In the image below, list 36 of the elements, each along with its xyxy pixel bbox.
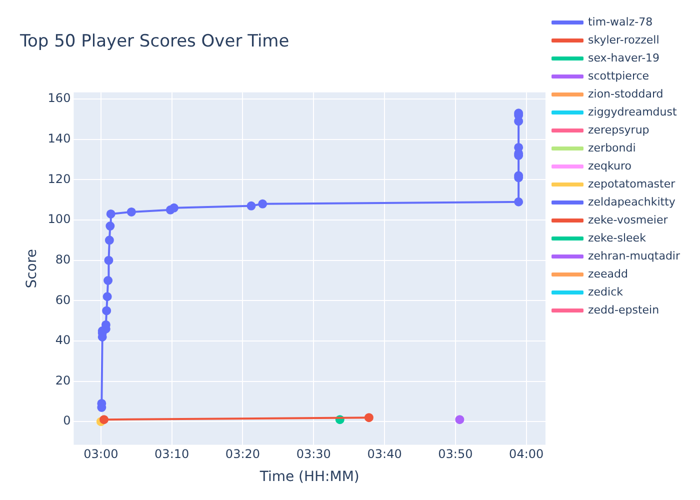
y-tick-label: 0 [63,414,71,428]
legend-label: zeke-vosmeier [588,213,668,226]
y-tick-label: 140 [48,132,71,146]
legend-label: zeeadd [588,267,628,280]
y-tick-label: 20 [55,373,71,388]
y-tick-label: 120 [48,172,71,186]
legend-label: zedick [588,285,624,298]
legend-label: zedd-epstein [588,303,660,316]
x-tick-label: 04:00 [509,447,544,462]
x-axis-title: Time (HH:MM) [258,469,360,486]
x-tick-label: 03:50 [438,447,473,462]
x-tick-label: 03:40 [367,447,402,462]
legend-label: zepotatomaster [588,177,676,190]
y-tick-label: 160 [48,91,71,106]
legend-label: scottpierce [588,69,650,82]
legend-label: zeke-sleek [588,231,647,244]
legend-label: zehran-muqtadir [588,249,680,262]
legend-label: zerepsyrup [588,123,650,136]
y-tick-label: 80 [55,252,71,266]
legend-label: tim-walz-78 [588,15,653,28]
y-tick-label: 40 [55,333,71,348]
legend-label: skyler-rozzell [588,33,660,46]
x-tick-label: 03:20 [225,447,260,462]
x-tick-label: 03:00 [84,447,118,462]
x-tick-label: 03:30 [296,447,331,462]
legend-label: ziggydreamdust [588,105,678,118]
legend-label: zerbondi [588,141,636,154]
chart-title: Top 50 Player Scores Over Time [19,32,290,52]
x-tick-label: 03:10 [154,447,190,462]
y-tick-label: 60 [55,292,71,307]
legend-label: zeldapeachkitty [588,195,676,208]
legend-label: zion-stoddard [588,87,664,100]
legend-label: sex-haver-19 [588,51,660,64]
y-axis-title: Score [24,248,40,288]
y-tick-label: 100 [48,212,71,226]
legend-label: zeqkuro [588,159,632,172]
